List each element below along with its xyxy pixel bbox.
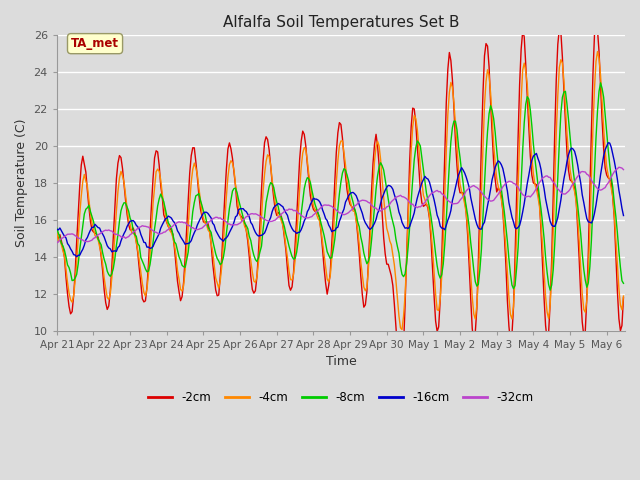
Title: Alfalfa Soil Temperatures Set B: Alfalfa Soil Temperatures Set B xyxy=(223,15,459,30)
Y-axis label: Soil Temperature (C): Soil Temperature (C) xyxy=(15,119,28,247)
Text: TA_met: TA_met xyxy=(71,37,119,50)
Legend: -2cm, -4cm, -8cm, -16cm, -32cm: -2cm, -4cm, -8cm, -16cm, -32cm xyxy=(143,387,538,409)
X-axis label: Time: Time xyxy=(326,355,356,368)
